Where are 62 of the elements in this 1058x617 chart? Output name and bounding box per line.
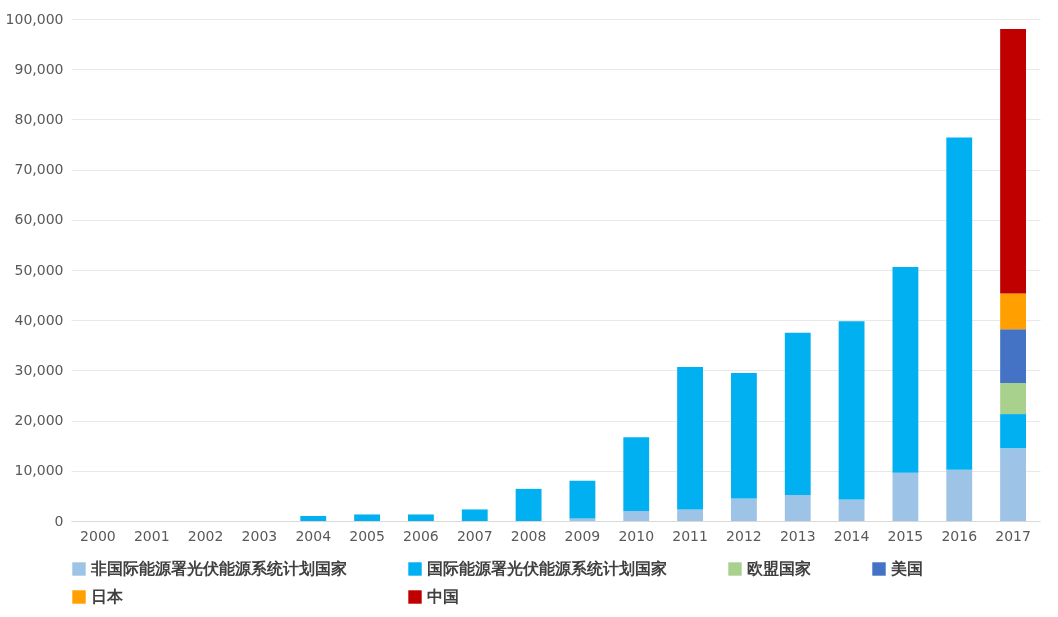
x-tick-label: 2005	[349, 527, 385, 544]
bar	[731, 372, 757, 499]
y-tick-label: 50,000	[14, 261, 64, 278]
y-tick-label: 60,000	[14, 211, 64, 228]
y-tick-label: 10,000	[14, 462, 64, 479]
x-tick-label: 2017	[995, 527, 1031, 544]
x-tick-label: 2001	[133, 527, 170, 544]
bar	[1000, 293, 1026, 330]
x-tick-label: 2008	[510, 527, 547, 544]
x-tick-label: 2004	[295, 527, 332, 544]
x-tick-label: 2003	[241, 527, 278, 544]
y-tick-label: 70,000	[14, 161, 64, 178]
x-tick-label: 2015	[887, 527, 924, 544]
bar	[515, 488, 542, 521]
y-tick-label: 20,000	[14, 412, 64, 429]
y-tick-label: 30,000	[14, 361, 64, 378]
x-tick-label: 2016	[941, 527, 978, 544]
bar	[1000, 382, 1026, 415]
y-tick-label: 0	[54, 512, 64, 529]
bar	[784, 494, 811, 521]
x-tick-label: 2006	[403, 527, 439, 544]
x-tick-label: 2011	[672, 527, 708, 544]
y-tick-label: 80,000	[14, 110, 64, 127]
y-tick-label: 40,000	[14, 311, 64, 328]
bar	[1000, 29, 1026, 294]
bar	[946, 137, 973, 470]
bar	[731, 498, 757, 521]
legend-label: 日本	[91, 587, 124, 606]
bar	[1000, 329, 1026, 383]
x-tick-label: 2009	[564, 527, 601, 544]
legend-label: 中国	[427, 587, 459, 606]
bar	[838, 321, 865, 500]
bar	[569, 518, 596, 521]
bar	[784, 332, 811, 495]
bar	[623, 437, 650, 511]
bar	[946, 469, 973, 521]
x-tick-label: 2010	[618, 527, 655, 544]
bar	[1000, 448, 1026, 521]
legend-label: 非国际能源署光伏能源系统计划国家	[90, 559, 347, 578]
bar	[461, 509, 488, 521]
bar	[354, 514, 380, 521]
x-tick-label: 2000	[80, 527, 116, 544]
bar	[892, 266, 919, 473]
x-tick-label: 2002	[187, 527, 224, 544]
bar	[623, 510, 650, 521]
x-tick-label: 2014	[833, 527, 870, 544]
bar	[677, 366, 703, 510]
bar	[677, 509, 703, 521]
legend-label: 国际能源署光伏能源系统计划国家	[427, 559, 667, 578]
legend-label: 美国	[890, 559, 923, 578]
x-tick-label: 2007	[456, 527, 493, 544]
bar	[838, 499, 865, 521]
bar	[408, 514, 434, 521]
bar	[892, 472, 919, 521]
bar	[300, 515, 327, 521]
bar	[569, 480, 596, 519]
y-tick-label: 100,000	[5, 10, 64, 27]
legend-label: 欧盟国家	[747, 559, 811, 578]
x-tick-label: 2012	[726, 527, 762, 544]
y-tick-label: 90,000	[14, 60, 64, 77]
bar	[1000, 414, 1026, 449]
x-tick-label: 2013	[779, 527, 816, 544]
